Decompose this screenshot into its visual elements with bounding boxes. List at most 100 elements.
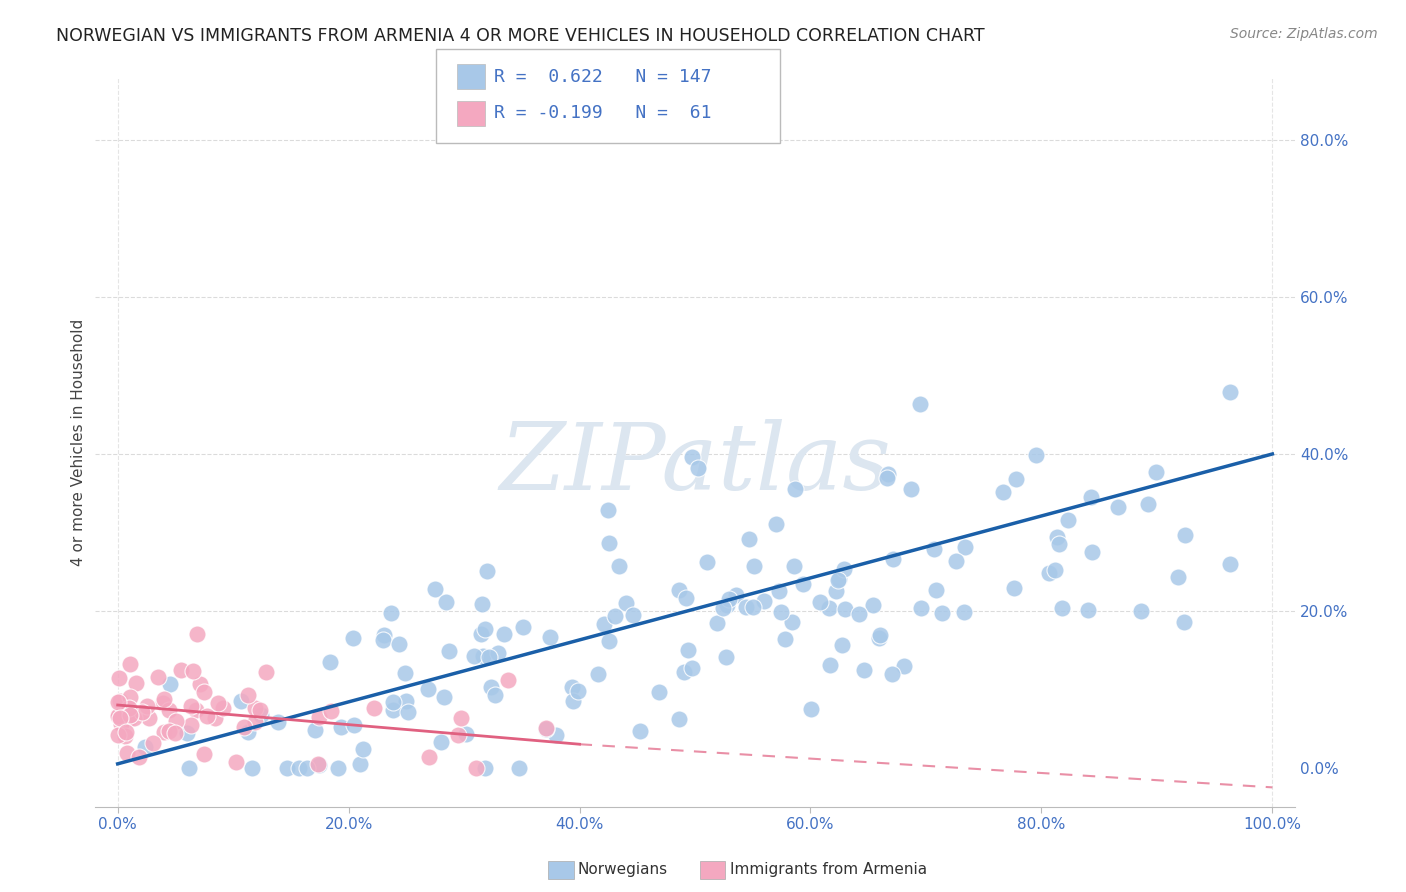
Point (307, 757, 329, 772)
Point (157, 724, 180, 739)
Point (238, 725, 260, 739)
Point (115, 746, 138, 760)
Point (1167, 570, 1189, 584)
Point (534, 721, 557, 735)
Point (681, 661, 703, 675)
Point (561, 694, 583, 708)
Point (243, 715, 266, 730)
Point (184, 703, 207, 717)
Point (534, 722, 557, 736)
Point (484, 688, 506, 702)
Point (868, 631, 890, 645)
Text: ZIPatlas: ZIPatlas (499, 419, 891, 509)
Point (186, 627, 208, 641)
Point (342, 632, 364, 646)
Point (394, 666, 416, 681)
Point (232, 720, 254, 734)
Point (329, 720, 352, 734)
Point (179, 761, 201, 775)
Point (831, 638, 853, 652)
Point (107, 708, 129, 723)
Text: Source: ZipAtlas.com: Source: ZipAtlas.com (1230, 27, 1378, 41)
Point (852, 663, 875, 677)
Point (371, 633, 394, 648)
Point (373, 628, 395, 642)
Point (820, 658, 842, 673)
Point (628, 723, 651, 738)
Point (754, 594, 776, 608)
Text: R =  0.622   N = 147: R = 0.622 N = 147 (494, 68, 711, 86)
Point (953, 605, 976, 619)
Point (479, 680, 502, 694)
Point (114, 729, 136, 743)
Point (910, 600, 932, 615)
Point (395, 694, 418, 708)
Point (735, 599, 758, 614)
Point (1047, 537, 1070, 551)
Point (596, 503, 619, 517)
Point (769, 605, 792, 619)
Point (925, 583, 948, 598)
Point (1129, 604, 1152, 618)
Point (128, 749, 150, 764)
Point (817, 601, 839, 615)
Point (125, 676, 148, 690)
Point (738, 533, 761, 547)
Point (1045, 530, 1067, 544)
Point (110, 717, 132, 731)
Point (115, 725, 138, 739)
Point (276, 761, 298, 775)
Point (425, 582, 447, 596)
Point (1107, 500, 1129, 515)
Point (437, 644, 460, 658)
Point (471, 597, 494, 611)
Point (922, 542, 945, 557)
Point (706, 616, 728, 631)
Point (343, 718, 366, 732)
Point (768, 583, 790, 598)
Point (474, 622, 496, 636)
Point (240, 761, 263, 775)
Point (352, 742, 374, 756)
Point (108, 671, 131, 685)
Point (592, 617, 614, 632)
Point (319, 704, 342, 718)
Point (668, 712, 690, 726)
Point (204, 711, 226, 725)
Point (157, 703, 180, 717)
Point (1173, 615, 1195, 630)
Point (675, 591, 697, 605)
Point (287, 761, 309, 775)
Point (882, 551, 904, 566)
Y-axis label: 4 or more Vehicles in Household: 4 or more Vehicles in Household (72, 318, 86, 566)
Point (181, 664, 204, 678)
Point (800, 702, 823, 716)
Point (267, 714, 290, 729)
Point (146, 670, 169, 684)
Point (250, 707, 273, 722)
Point (193, 684, 215, 698)
Point (742, 558, 765, 573)
Point (1137, 497, 1160, 511)
Point (396, 705, 419, 719)
Point (773, 632, 796, 647)
Point (1038, 566, 1060, 580)
Point (477, 650, 499, 665)
Point (165, 714, 187, 728)
Point (783, 482, 806, 496)
Point (598, 633, 620, 648)
Point (1174, 527, 1197, 541)
Point (180, 698, 202, 713)
Point (142, 736, 165, 750)
Point (1080, 490, 1102, 504)
Point (136, 698, 159, 713)
Point (676, 642, 699, 657)
Point (380, 607, 402, 621)
Point (118, 701, 141, 715)
Point (176, 726, 198, 740)
Point (152, 696, 174, 710)
Point (1144, 465, 1167, 479)
Point (243, 701, 266, 715)
Point (717, 592, 740, 607)
Point (207, 697, 229, 711)
